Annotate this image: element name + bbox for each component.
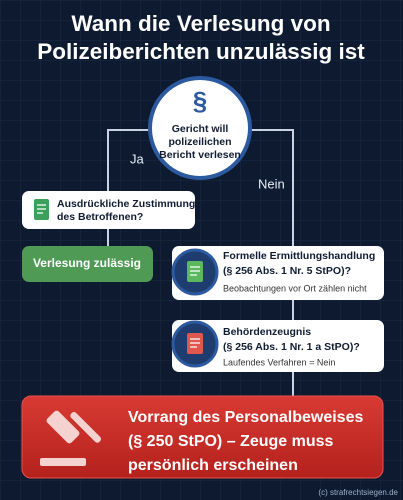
- doc-icon-lines: [190, 338, 200, 348]
- yes-result-box: [22, 246, 153, 282]
- final-box: [21, 395, 384, 479]
- start-node: [148, 76, 252, 180]
- check-title: Formelle Ermittlungshandlung: [223, 250, 375, 262]
- yes-question-text: des Betroffenen?: [57, 211, 143, 223]
- start-label: polizeilichen: [168, 136, 231, 148]
- check-title: (§ 256 Abs. 1 Nr. 1 a StPO)?: [223, 341, 360, 353]
- check-note: Laufendes Verfahren = Nein: [223, 357, 335, 367]
- yes-question-box: [22, 191, 195, 229]
- check-box: [172, 320, 384, 372]
- final-text: (§ 250 StPO) – Zeuge muss: [128, 433, 334, 450]
- connector: [250, 129, 294, 246]
- start-icon: §: [193, 86, 207, 116]
- gavel-icon: [40, 410, 102, 466]
- final-text: Vorrang des Personalbeweises: [128, 409, 363, 426]
- title-line: Wann die Verlesung von: [71, 11, 330, 36]
- start-label: Gericht will: [172, 123, 229, 135]
- branch-label: Ja: [130, 151, 145, 166]
- check-note: Beobachtungen vor Ort zählen nicht: [223, 283, 367, 293]
- check-title: (§ 256 Abs. 1 Nr. 5 StPO)?: [223, 265, 351, 277]
- connector: [107, 129, 150, 192]
- branch-label: Nein: [258, 176, 285, 191]
- doc-icon-lines: [190, 266, 200, 276]
- final-text: persönlich erscheinen: [128, 457, 298, 474]
- yes-question-text: Ausdrückliche Zustimmung: [57, 198, 195, 210]
- check-title: Behördenzeugnis: [223, 326, 311, 338]
- yes-result-text: Verlesung zulässig: [33, 256, 141, 270]
- check-box: [172, 246, 384, 300]
- title-line: Polizeiberichten unzulässig ist: [37, 39, 365, 64]
- start-label: Bericht verlesen: [159, 149, 241, 161]
- footer-credit: (c) strafrechtsiegen.de: [318, 488, 398, 497]
- doc-icon-lines: [37, 204, 46, 214]
